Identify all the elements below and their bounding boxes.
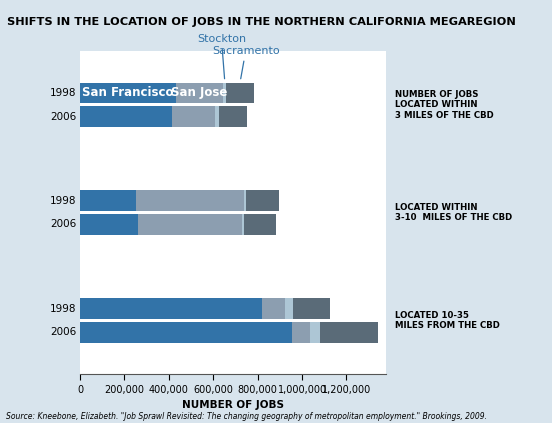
Text: San Francisco: San Francisco [82, 86, 173, 99]
Bar [136, 190, 245, 211]
Text: 1998: 1998 [50, 196, 77, 206]
Bar [80, 190, 136, 211]
Bar [310, 322, 320, 343]
Bar [246, 190, 279, 211]
Bar [172, 106, 215, 127]
Bar [80, 106, 172, 127]
Text: 2006: 2006 [50, 112, 77, 121]
Text: Source: Kneebone, Elizabeth. "Job Sprawl Revisited: The changing geography of me: Source: Kneebone, Elizabeth. "Job Sprawl… [6, 412, 486, 421]
Text: Stockton: Stockton [197, 34, 246, 79]
Bar [226, 82, 254, 103]
Bar [80, 298, 262, 319]
Text: LOCATED 10-35
MILES FROM THE CBD: LOCATED 10-35 MILES FROM THE CBD [395, 311, 500, 330]
Text: SHIFTS IN THE LOCATION OF JOBS IN THE NORTHERN CALIFORNIA MEGAREGION: SHIFTS IN THE LOCATION OF JOBS IN THE NO… [7, 17, 516, 27]
Bar [320, 322, 378, 343]
Text: 1998: 1998 [50, 88, 77, 98]
Bar [215, 106, 219, 127]
Bar [80, 214, 138, 235]
Bar [242, 214, 244, 235]
Text: NUMBER OF JOBS
LOCATED WITHIN
3 MILES OF THE CBD: NUMBER OF JOBS LOCATED WITHIN 3 MILES OF… [395, 90, 493, 120]
Bar [223, 82, 226, 103]
Bar [176, 82, 223, 103]
Text: Sacramento: Sacramento [212, 46, 279, 79]
Bar [138, 214, 242, 235]
X-axis label: NUMBER OF JOBS: NUMBER OF JOBS [182, 400, 284, 410]
Text: San Jose: San Jose [171, 86, 227, 99]
Bar [80, 322, 292, 343]
Text: 2006: 2006 [50, 327, 77, 337]
Bar [80, 82, 176, 103]
Bar [262, 298, 285, 319]
Bar [292, 322, 310, 343]
Text: 2006: 2006 [50, 220, 77, 229]
Text: 1998: 1998 [50, 304, 77, 313]
Bar [244, 214, 276, 235]
Bar [285, 298, 293, 319]
Text: LOCATED WITHIN
3-10  MILES OF THE CBD: LOCATED WITHIN 3-10 MILES OF THE CBD [395, 203, 512, 222]
Bar [219, 106, 247, 127]
Bar [293, 298, 330, 319]
Bar [245, 190, 246, 211]
